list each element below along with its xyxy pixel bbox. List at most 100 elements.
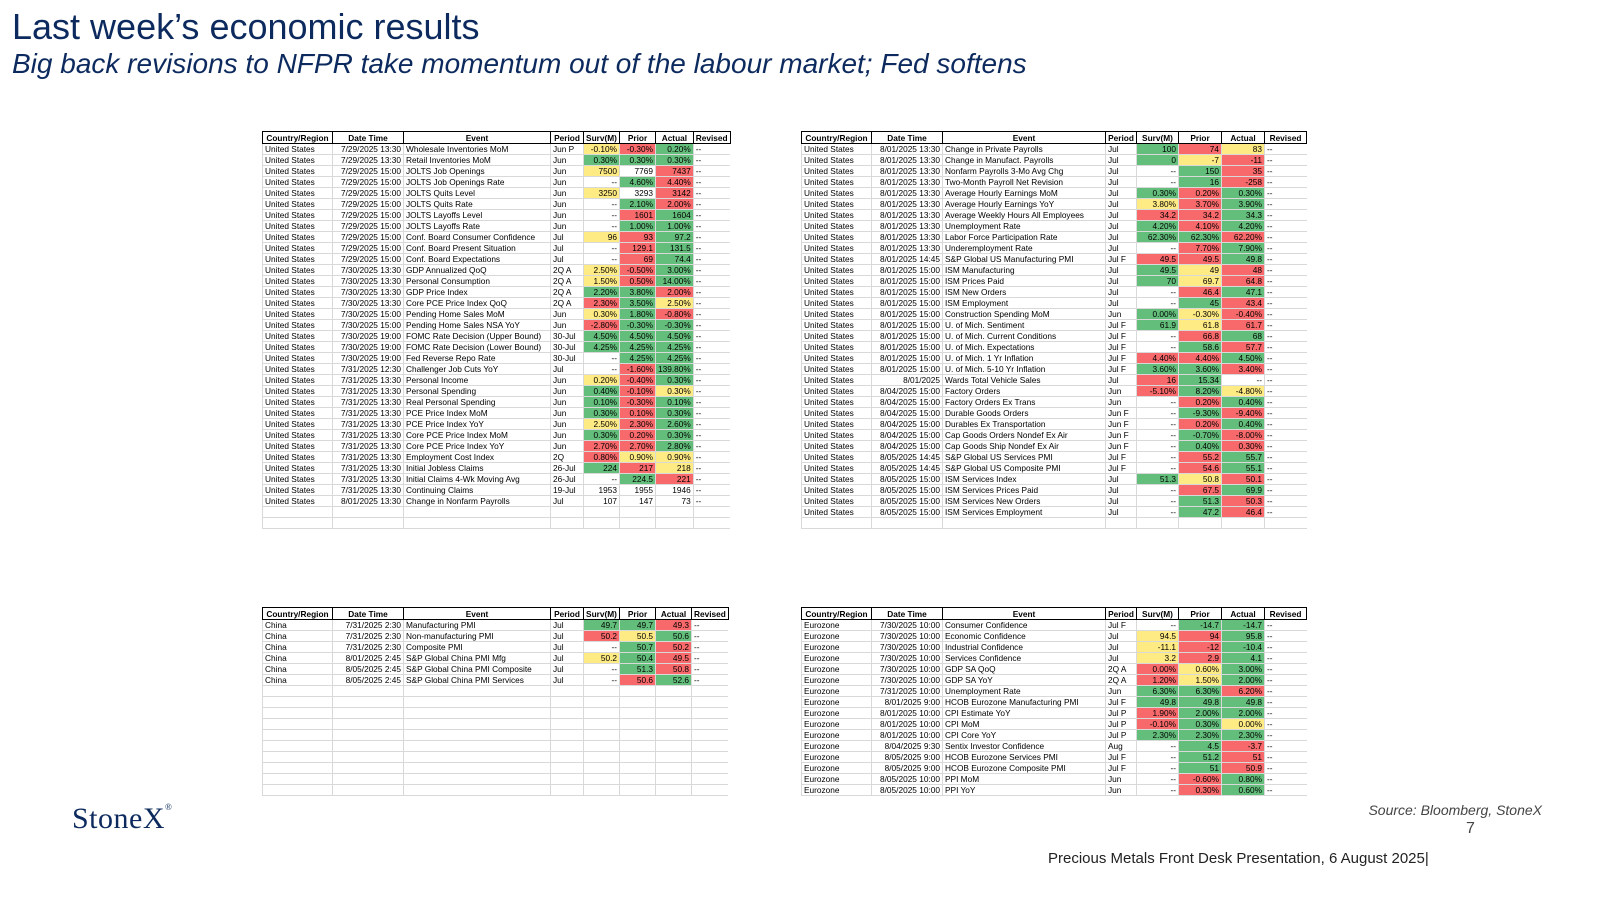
cell-datetime: 8/01/2025 13:30: [871, 242, 943, 254]
empty-cell: [1264, 517, 1307, 529]
cell-actual: 0.20%: [655, 143, 694, 155]
empty-cell: [583, 517, 620, 529]
cell-datetime: 8/01/2025 10:00: [871, 729, 943, 741]
empty-cell: [1105, 517, 1137, 529]
cell-revised: --: [1264, 198, 1307, 210]
cell-period: 26-Jul: [550, 462, 584, 474]
cell-datetime: 8/05/2025 15:00: [871, 506, 943, 518]
cell-period: Jun: [550, 440, 584, 452]
empty-cell: [619, 729, 656, 741]
cell-country: United States: [801, 187, 872, 199]
cell-period: Jun: [550, 407, 584, 419]
table-row: United States 7/30/2025 13:30 GDP Price In…: [262, 286, 731, 298]
cell-prior: 0.90%: [619, 451, 656, 463]
logo-text: StoneX: [72, 802, 165, 835]
cell-prior: 224.5: [619, 473, 656, 485]
cell-datetime: 7/30/2025 15:00: [332, 319, 404, 331]
table-row: United States 8/01/2025 13:30 Unemployment…: [801, 220, 1307, 232]
column-header-revised: Revised: [692, 131, 731, 144]
empty-cell: [583, 696, 620, 708]
cell-prior: 61.8: [1178, 319, 1222, 331]
cell-revised: --: [1264, 663, 1307, 675]
cell-prior: 47.2: [1178, 506, 1222, 518]
empty-cell: [619, 718, 656, 730]
cell-country: United States: [801, 407, 872, 419]
table-row: United States 7/29/2025 15:00 JOLTS Quits …: [262, 198, 731, 210]
cell-revised: --: [692, 374, 731, 386]
cell-actual: 4.25%: [655, 352, 694, 364]
cell-actual: 64.8: [1221, 275, 1265, 287]
cell-event: HCOB Eurozone Manufacturing PMI: [942, 696, 1106, 708]
cell-survey: --: [583, 209, 620, 221]
cell-prior: 0.30%: [619, 154, 656, 166]
cell-event: JOLTS Quits Level: [403, 187, 551, 199]
cell-survey: 16: [1136, 374, 1179, 386]
cell-event: Change in Private Payrolls: [942, 143, 1106, 155]
cell-event: Conf. Board Expectations: [403, 253, 551, 265]
cell-survey: 1.90%: [1136, 707, 1179, 719]
cell-period: Jun F: [1105, 407, 1137, 419]
cell-actual: 50.8: [655, 663, 692, 675]
cell-period: Jun: [550, 187, 584, 199]
cell-period: Jun: [550, 418, 584, 430]
cell-revised: --: [1264, 451, 1307, 463]
table-row: United States 8/01/2025 15:00 ISM Prices P…: [801, 275, 1307, 287]
cell-datetime: 8/05/2025 2:45: [332, 663, 404, 675]
empty-cell: [262, 784, 333, 796]
empty-cell: [403, 685, 551, 697]
table-row: Eurozone 7/30/2025 10:00 Services Confiden…: [801, 652, 1307, 664]
table-row: United States 7/31/2025 13:30 Initial Clai…: [262, 473, 731, 485]
table-row: United States 7/29/2025 15:00 JOLTS Layoff…: [262, 209, 731, 221]
cell-datetime: 7/31/2025 13:30: [332, 374, 404, 386]
table-row: United States 8/05/2025 15:00 ISM Services…: [801, 495, 1307, 507]
empty-cell: [550, 707, 584, 719]
cell-event: Economic Confidence: [942, 630, 1106, 642]
cell-country: United States: [801, 495, 872, 507]
cell-datetime: 8/01/2025 13:30: [332, 495, 404, 507]
cell-datetime: 7/30/2025 10:00: [871, 641, 943, 653]
cell-country: United States: [801, 484, 872, 496]
cell-country: United States: [262, 242, 333, 254]
cell-actual: 48: [1221, 264, 1265, 276]
cell-prior: 1.80%: [619, 308, 656, 320]
empty-cell: [583, 740, 620, 752]
cell-revised: --: [692, 407, 731, 419]
blank-row: [262, 707, 729, 719]
cell-revised: --: [1264, 685, 1307, 697]
cell-country: Eurozone: [801, 729, 872, 741]
table-row: United States 7/29/2025 15:00 JOLTS Job Op…: [262, 176, 731, 188]
cell-revised: --: [1264, 495, 1307, 507]
cell-actual: -8.00%: [1221, 429, 1265, 441]
cell-datetime: 8/01/2025 13:30: [871, 165, 943, 177]
cell-actual: 49.3: [655, 619, 692, 631]
cell-country: Eurozone: [801, 718, 872, 730]
cell-revised: --: [1264, 220, 1307, 232]
cell-event: Initial Jobless Claims: [403, 462, 551, 474]
cell-period: Jun: [1105, 396, 1137, 408]
cell-actual: 0.80%: [1221, 773, 1265, 785]
cell-event: GDP SA YoY: [942, 674, 1106, 686]
cell-datetime: 7/30/2025 10:00: [871, 652, 943, 664]
cell-actual: 0.30%: [655, 374, 694, 386]
cell-country: United States: [801, 374, 872, 386]
table-row: United States 7/29/2025 13:30 Retail Inven…: [262, 154, 731, 166]
cell-prior: -0.60%: [1178, 773, 1222, 785]
empty-cell: [619, 696, 656, 708]
empty-cell: [583, 718, 620, 730]
column-header-actual: Actual: [655, 607, 692, 620]
cell-actual: 3.00%: [655, 264, 694, 276]
cell-country: United States: [801, 286, 872, 298]
table-row: United States 8/01/2025 Wards Total Vehicl…: [801, 374, 1307, 386]
cell-period: Jun: [550, 154, 584, 166]
cell-actual: 50.2: [655, 641, 692, 653]
cell-event: Core PCE Price Index YoY: [403, 440, 551, 452]
table-row: United States 8/01/2025 13:30 Change in Pr…: [801, 143, 1307, 155]
cell-period: Jul: [1105, 630, 1137, 642]
cell-revised: --: [1264, 187, 1307, 199]
cell-event: Non-manufacturing PMI: [403, 630, 551, 642]
cell-revised: --: [1264, 506, 1307, 518]
cell-prior: -12: [1178, 641, 1222, 653]
cell-country: Eurozone: [801, 674, 872, 686]
table-row: United States 7/31/2025 13:30 Personal Inc…: [262, 374, 731, 386]
cell-prior: 69: [619, 253, 656, 265]
